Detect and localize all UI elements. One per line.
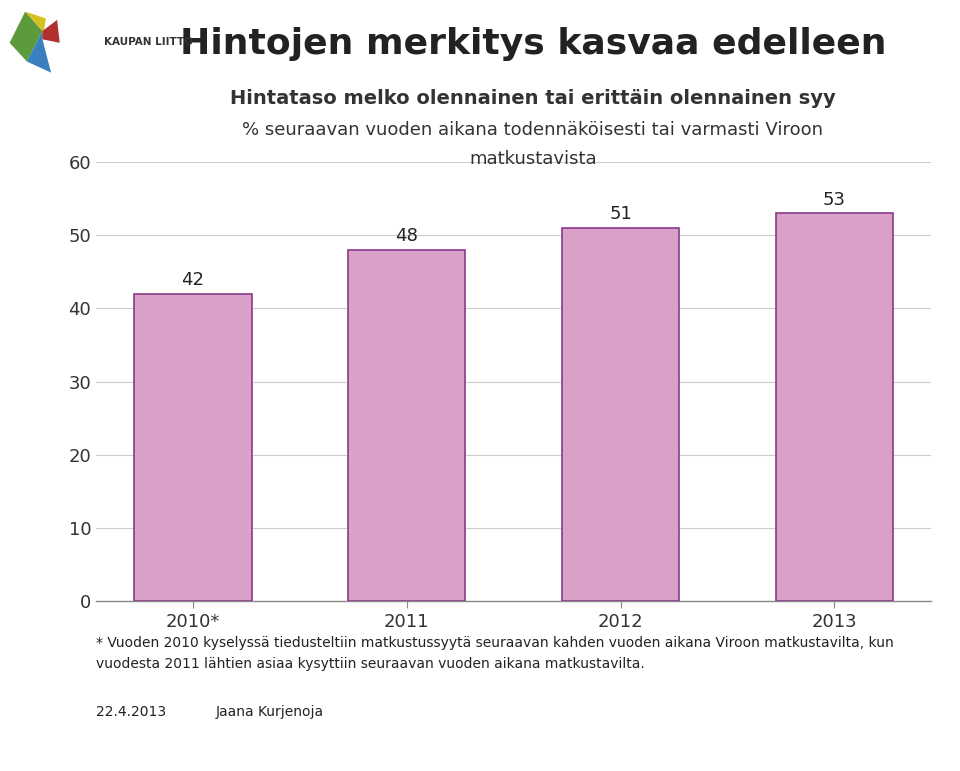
Polygon shape: [42, 20, 60, 43]
Polygon shape: [27, 31, 51, 72]
Text: vuodesta 2011 lähtien asiaa kysyttiin seuraavan vuoden aikana matkustavilta.: vuodesta 2011 lähtien asiaa kysyttiin se…: [96, 657, 645, 671]
Text: Hintataso melko olennainen tai erittäin olennainen syy: Hintataso melko olennainen tai erittäin …: [230, 89, 835, 108]
Text: 42: 42: [181, 271, 204, 289]
Text: 51: 51: [609, 205, 632, 224]
Text: Jaana Kurjenoja: Jaana Kurjenoja: [216, 705, 324, 719]
Bar: [134, 294, 252, 601]
Text: * Vuoden 2010 kyselyssä tiedusteltiin matkustussyytä seuraavan kahden vuoden aik: * Vuoden 2010 kyselyssä tiedusteltiin ma…: [96, 636, 894, 650]
Bar: [776, 214, 893, 601]
Text: 48: 48: [396, 227, 419, 245]
Polygon shape: [25, 12, 46, 39]
Bar: [348, 250, 466, 601]
Text: 53: 53: [823, 190, 846, 209]
Bar: [562, 228, 680, 601]
Text: Hintojen merkitys kasvaa edelleen: Hintojen merkitys kasvaa edelleen: [180, 27, 886, 61]
Text: 22.4.2013: 22.4.2013: [96, 705, 166, 719]
Text: KAUPAN LIITTO: KAUPAN LIITTO: [104, 38, 193, 47]
Text: matkustavista: matkustavista: [469, 150, 596, 168]
Polygon shape: [10, 12, 42, 62]
Text: % seuraavan vuoden aikana todennäköisesti tai varmasti Viroon: % seuraavan vuoden aikana todennäköisest…: [242, 121, 824, 139]
